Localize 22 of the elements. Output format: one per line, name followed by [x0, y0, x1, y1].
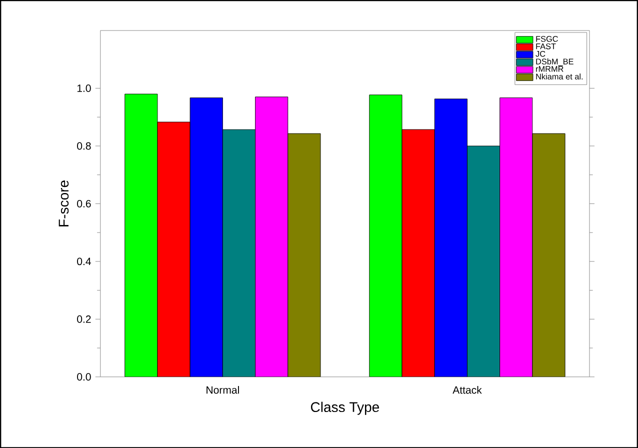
bar — [402, 129, 435, 377]
legend-label: Nkiama et al. — [536, 73, 583, 80]
bar — [157, 122, 190, 377]
y-tick-label: 0.4 — [77, 258, 91, 265]
y-axis-title: F-score — [58, 180, 69, 226]
y-tick-label: 0.2 — [77, 315, 91, 323]
bar — [369, 94, 402, 377]
bar — [124, 94, 158, 377]
legend-label: DSbM_BE — [536, 58, 574, 66]
x-axis-title: Class Type — [310, 402, 380, 415]
bar — [222, 129, 256, 377]
y-tick-label: 0.6 — [77, 200, 91, 208]
y-tick-label: 1.0 — [77, 84, 91, 92]
legend-label: JC — [536, 50, 546, 57]
x-tick-label: Normal — [206, 386, 239, 394]
legend-label: rMRMR — [536, 66, 564, 72]
bar — [466, 146, 500, 377]
legend-label: FAST — [536, 43, 556, 50]
y-tick-label: 0.0 — [77, 372, 91, 380]
legend-label: FSGC — [536, 36, 558, 42]
y-tick-label: 0.8 — [77, 142, 91, 150]
x-tick-label: Attack — [452, 386, 482, 394]
